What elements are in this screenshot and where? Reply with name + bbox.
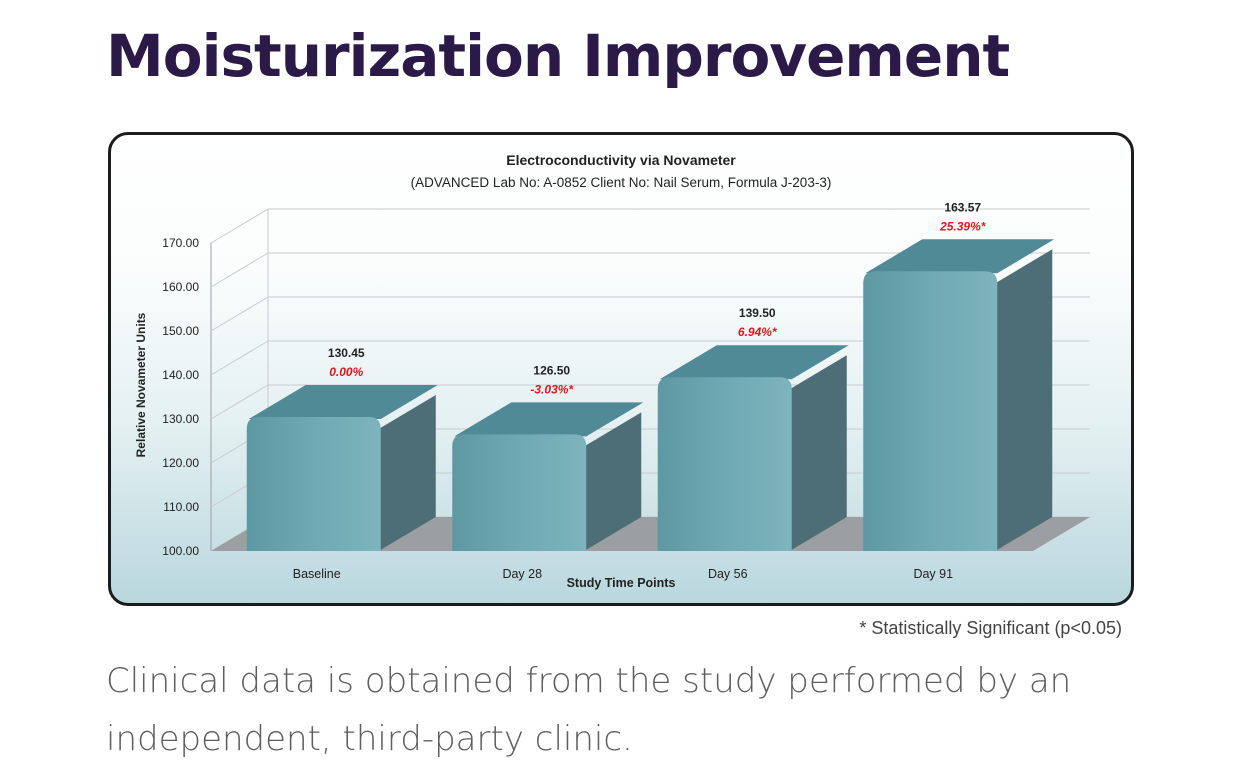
bar bbox=[452, 434, 587, 551]
gridline-left bbox=[210, 252, 269, 288]
bar-top bbox=[659, 345, 849, 380]
bar-top bbox=[248, 385, 438, 420]
x-tick-label: Baseline bbox=[293, 567, 341, 581]
y-tick-label: 150.00 bbox=[162, 324, 199, 338]
bar-side bbox=[995, 249, 1053, 551]
y-tick-label: 110.00 bbox=[163, 500, 199, 514]
bar bbox=[246, 417, 381, 551]
y-tick-label: 100.00 bbox=[162, 544, 199, 558]
bar-change-label: 0.00% bbox=[329, 365, 363, 379]
gridline-left bbox=[210, 208, 269, 244]
bar-value-label: 139.50 bbox=[739, 306, 776, 320]
bar-chart: Electroconductivity via Novameter (ADVANC… bbox=[134, 152, 1090, 590]
bar-top bbox=[865, 239, 1055, 274]
bar-side bbox=[378, 395, 436, 551]
bar-change-label: 25.39%* bbox=[939, 219, 987, 233]
bar-change-label: -3.03%* bbox=[530, 382, 574, 396]
page-title: Moisturization Improvement bbox=[106, 22, 1010, 90]
bar-value-label: 163.57 bbox=[944, 200, 981, 214]
gridline-left bbox=[210, 340, 269, 376]
chart-panel: Electroconductivity via Novameter (ADVANC… bbox=[108, 132, 1134, 606]
x-tick-label: Day 56 bbox=[708, 567, 748, 581]
chart-subtitle: (ADVANCED Lab No: A-0852 Client No: Nail… bbox=[411, 175, 832, 190]
bar-side bbox=[789, 355, 847, 551]
y-axis-label: Relative Novameter Units bbox=[134, 312, 148, 457]
bar bbox=[657, 377, 792, 551]
x-tick-label: Day 28 bbox=[502, 567, 542, 581]
x-axis-label: Study Time Points bbox=[567, 576, 676, 590]
y-tick-label: 170.00 bbox=[162, 236, 199, 250]
y-tick-label: 130.00 bbox=[162, 412, 199, 426]
bar-top bbox=[454, 402, 644, 437]
y-tick-label: 120.00 bbox=[162, 456, 199, 470]
gridline-left bbox=[210, 296, 269, 332]
bar-change-label: 6.94%* bbox=[738, 325, 778, 339]
gridline-left bbox=[210, 384, 269, 420]
bar-value-label: 130.45 bbox=[328, 346, 365, 360]
x-tick-label: Day 91 bbox=[913, 567, 953, 581]
y-tick-label: 160.00 bbox=[162, 280, 199, 294]
bar bbox=[863, 271, 998, 551]
y-tick-label: 140.00 bbox=[162, 368, 199, 382]
significance-footnote: * Statistically Significant (p<0.05) bbox=[859, 618, 1122, 638]
bar-side bbox=[584, 412, 642, 551]
clinical-caption: Clinical data is obtained from the study… bbox=[106, 661, 1072, 759]
bar-value-label: 126.50 bbox=[533, 363, 570, 377]
chart-title: Electroconductivity via Novameter bbox=[506, 152, 736, 168]
